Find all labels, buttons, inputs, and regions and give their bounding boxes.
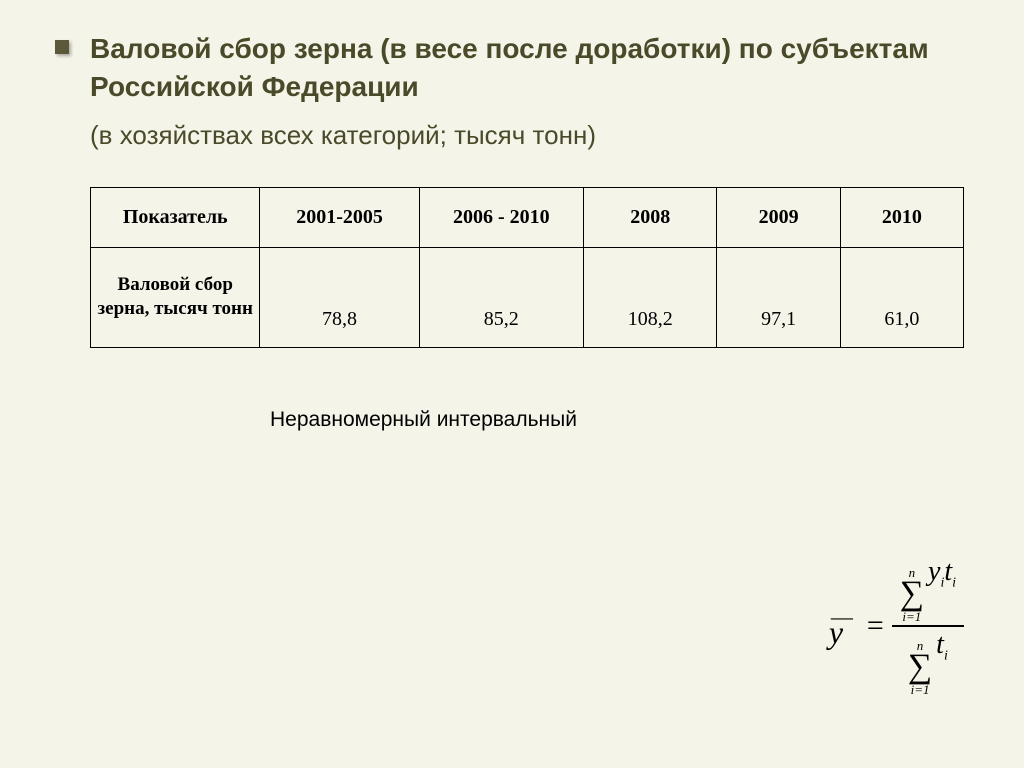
sum-symbol: n ∑ i=1 (908, 639, 932, 696)
num-term: yiti (928, 556, 956, 587)
title-bullet (55, 40, 69, 54)
data-table: Показатель 2001-2005 2006 - 2010 2008 20… (90, 187, 964, 348)
table-header: Показатель 2001-2005 2006 - 2010 2008 20… (91, 187, 964, 247)
col-header: 2010 (840, 187, 963, 247)
caption-text: Неравномерный интервальный (270, 408, 577, 432)
col-header: 2009 (717, 187, 840, 247)
sum-symbol: n ∑ i=1 (900, 566, 924, 623)
slide-content: Валовой сбор зерна (в весе после доработ… (0, 0, 1024, 768)
denominator: n ∑ i=1 ti (900, 627, 956, 698)
cell-value: 108,2 (583, 247, 717, 347)
row-label: Валовой сбор зерна, тысяч тонн (91, 247, 260, 347)
lhs-symbol: y (829, 623, 843, 642)
table-row: Валовой сбор зерна, тысяч тонн 78,8 85,2… (91, 247, 964, 347)
fraction: n ∑ i=1 yiti n ∑ i=1 ti (892, 554, 964, 698)
equals-sign: = (867, 609, 884, 643)
cell-value: 61,0 (840, 247, 963, 347)
cell-value: 97,1 (717, 247, 840, 347)
slide-subtitle: (в хозяйствах всех категорий; тысяч тонн… (90, 120, 964, 151)
numerator: n ∑ i=1 yiti (892, 554, 964, 625)
slide-title: Валовой сбор зерна (в весе после доработ… (90, 30, 964, 106)
den-term: ti (936, 629, 948, 660)
formula: — y = n ∑ i=1 yiti n (829, 554, 964, 698)
col-header: 2008 (583, 187, 717, 247)
cell-value: 78,8 (260, 247, 419, 347)
caption-row: Неравномерный интервальный (90, 408, 964, 432)
col-header: 2001-2005 (260, 187, 419, 247)
cell-value: 85,2 (419, 247, 583, 347)
col-header: 2006 - 2010 (419, 187, 583, 247)
formula-lhs: — y (829, 610, 853, 642)
col-header: Показатель (91, 187, 260, 247)
